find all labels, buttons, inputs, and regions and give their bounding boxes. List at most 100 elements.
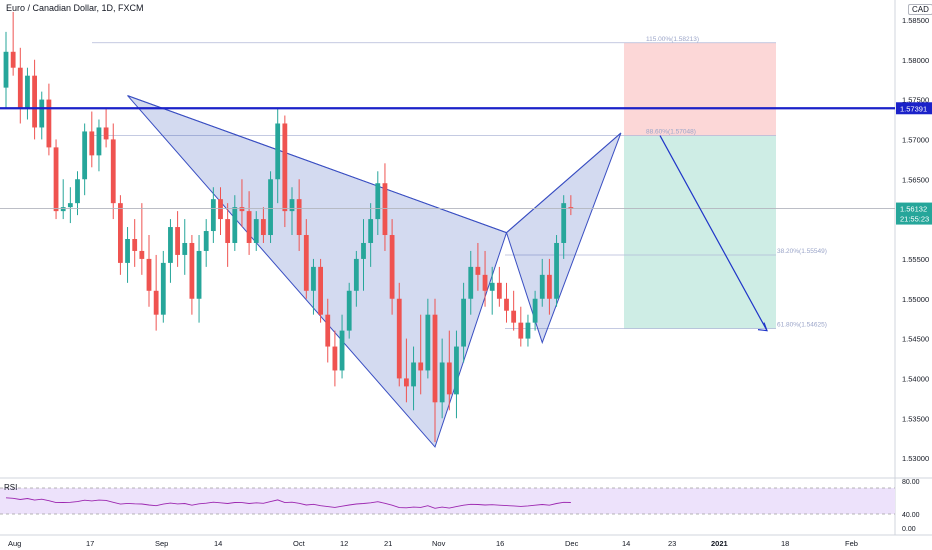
candle-body xyxy=(482,274,488,291)
candle-body xyxy=(475,266,481,275)
candle-body xyxy=(139,250,145,259)
x-tick-label: 12 xyxy=(340,539,348,548)
candle-body xyxy=(311,266,316,291)
x-tick-label: 17 xyxy=(86,539,94,548)
candle-body xyxy=(10,51,16,68)
candle-body xyxy=(518,322,524,339)
candle-body xyxy=(461,298,466,347)
x-tick-label: Dec xyxy=(565,539,579,548)
candle-body xyxy=(446,362,452,395)
candle-body xyxy=(25,75,30,108)
candle-body xyxy=(318,266,323,315)
candle-body xyxy=(203,231,209,251)
candle-body xyxy=(382,183,388,236)
candle-body xyxy=(210,199,216,232)
candle-body xyxy=(554,242,559,299)
candle-body xyxy=(168,227,173,263)
candle-body xyxy=(146,258,152,291)
candle-body xyxy=(110,139,116,204)
candle-body xyxy=(468,266,474,299)
candle-body xyxy=(132,239,138,251)
candle-body xyxy=(547,274,552,299)
take-profit-zone xyxy=(624,135,776,329)
x-tick-label: 14 xyxy=(622,539,630,548)
candle-body xyxy=(389,235,395,299)
candle-body xyxy=(118,203,123,263)
candle-body xyxy=(353,258,359,291)
candle-body xyxy=(368,219,374,243)
candle-body xyxy=(282,123,288,212)
candle-body xyxy=(160,262,166,315)
x-tick-label: 23 xyxy=(668,539,676,548)
candle-body xyxy=(396,298,402,379)
candle-body xyxy=(67,203,73,208)
candle-body xyxy=(432,314,438,403)
candle-body xyxy=(332,346,338,371)
candle-body xyxy=(361,242,366,259)
candle-body xyxy=(60,207,66,212)
candle-body xyxy=(232,207,238,243)
candle-body xyxy=(489,282,495,291)
candle-body xyxy=(103,127,109,140)
candle-body xyxy=(182,242,188,255)
candle-body xyxy=(39,99,45,128)
candle-body xyxy=(346,290,352,331)
x-tick-label: Aug xyxy=(8,539,21,548)
candle-body xyxy=(525,322,531,339)
candle-body xyxy=(496,282,502,299)
candle-body xyxy=(532,298,538,323)
x-tick-label: 14 xyxy=(214,539,222,548)
x-tick-label: 2021 xyxy=(711,539,728,548)
currency-badge[interactable]: CAD xyxy=(908,4,932,15)
y-tick-label: 1.56500 xyxy=(902,175,929,184)
candle-body xyxy=(153,290,159,315)
x-tick-label: Feb xyxy=(845,539,858,548)
candle-body xyxy=(189,242,195,299)
candle-body xyxy=(296,199,302,236)
chart-title: Euro / Canadian Dollar, 1D, FXCM xyxy=(6,3,144,13)
last-price-tag xyxy=(896,202,932,225)
candle-body xyxy=(339,330,345,371)
candle-body xyxy=(246,211,252,243)
x-tick-label: 16 xyxy=(496,539,504,548)
candle-body xyxy=(568,207,574,209)
candle-body xyxy=(218,199,223,220)
y-tick-label: 1.54500 xyxy=(902,335,929,344)
projection-arrow xyxy=(659,135,768,331)
y-tick-label: 1.55000 xyxy=(902,295,929,304)
candle-body xyxy=(32,75,37,128)
last-price-label: 1.56132 xyxy=(900,205,927,214)
candle-body xyxy=(418,362,424,371)
x-tick-label: Nov xyxy=(432,539,446,548)
candle-body xyxy=(511,310,517,323)
candle-body xyxy=(82,131,88,180)
projection-arrow-head xyxy=(757,322,768,332)
x-tick-label: 18 xyxy=(781,539,789,548)
candle-body xyxy=(261,219,266,236)
candle-body xyxy=(404,378,409,387)
candle-body xyxy=(561,203,567,243)
countdown-label: 21:55:23 xyxy=(900,215,929,224)
candle-body xyxy=(175,227,180,255)
candle-body xyxy=(289,199,295,212)
rsi-axis-label: 40.00 xyxy=(902,512,920,519)
stop-loss-zone xyxy=(624,42,776,136)
candle-body xyxy=(46,99,52,148)
candle-body xyxy=(253,219,259,243)
rsi-axis-label: 0.00 xyxy=(902,526,916,533)
y-tick-label: 1.55500 xyxy=(902,255,929,264)
y-tick-label: 1.57000 xyxy=(902,135,929,144)
candle-body xyxy=(75,179,80,204)
rsi-band xyxy=(0,488,895,514)
candle-body xyxy=(125,239,130,263)
candle-body xyxy=(17,67,23,108)
candle-body xyxy=(303,235,309,291)
y-tick-label: 1.54000 xyxy=(902,374,929,383)
candle-body xyxy=(239,207,245,212)
y-tick-label: 1.58500 xyxy=(902,16,929,25)
candle-body xyxy=(411,362,416,387)
candle-body xyxy=(454,346,459,395)
candle-body xyxy=(89,131,95,156)
candle-body xyxy=(96,127,102,156)
